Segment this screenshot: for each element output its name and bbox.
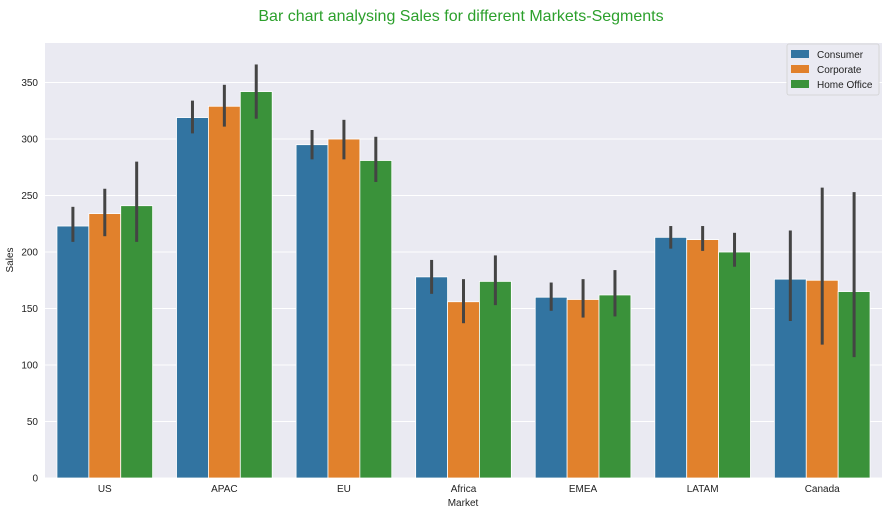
legend-swatch: [791, 80, 809, 88]
y-tick-label: 0: [32, 474, 38, 485]
y-tick-label: 250: [21, 191, 38, 202]
bar-home-office: [479, 281, 512, 479]
legend-swatch: [791, 50, 809, 58]
x-axis-label: Market: [448, 498, 479, 509]
bar-home-office: [239, 91, 273, 479]
y-tick-label: 300: [21, 135, 38, 146]
bars: [56, 91, 871, 479]
bar-home-office: [598, 294, 632, 479]
bar-home-office: [359, 160, 393, 479]
bar-home-office: [120, 205, 154, 479]
x-axis-ticks: US APAC EU Africa EMEA LATAM Canada: [98, 484, 840, 495]
y-tick-label: 150: [21, 304, 38, 315]
x-tick-label: US: [98, 484, 112, 495]
x-tick-label: LATAM: [687, 484, 719, 495]
bar-corporate: [88, 213, 122, 479]
bar-corporate: [327, 138, 361, 479]
bar-consumer: [415, 276, 448, 479]
legend-label: Corporate: [817, 65, 862, 76]
bar-consumer: [56, 225, 90, 479]
bar-consumer: [295, 144, 329, 479]
x-tick-label: EMEA: [569, 484, 598, 495]
y-axis-label: Sales: [5, 247, 16, 272]
chart-title: Bar chart analysing Sales for different …: [258, 8, 663, 25]
x-tick-label: Canada: [805, 484, 840, 495]
y-tick-label: 100: [21, 361, 38, 372]
x-tick-label: Africa: [451, 484, 477, 495]
legend-label: Consumer: [817, 50, 864, 61]
bar-corporate: [208, 105, 241, 479]
bar-consumer: [176, 117, 209, 479]
error-bars: [71, 64, 856, 358]
bar-consumer: [534, 296, 568, 479]
bar-consumer: [654, 236, 688, 479]
y-tick-label: 200: [21, 248, 38, 259]
bar-corporate: [686, 239, 719, 479]
legend-label: Home Office: [817, 80, 873, 91]
legend: Consumer Corporate Home Office: [786, 43, 880, 96]
y-tick-label: 50: [27, 417, 39, 428]
legend-box: [786, 43, 880, 96]
bar-corporate: [566, 299, 600, 479]
x-tick-label: EU: [337, 484, 351, 495]
y-tick-label: 350: [21, 78, 38, 89]
y-axis-ticks: 0 50 100 150 200 250 300 350: [21, 78, 38, 484]
bar-home-office: [718, 251, 751, 479]
bar-corporate: [447, 301, 480, 479]
legend-swatch: [791, 65, 809, 73]
x-tick-label: APAC: [211, 484, 238, 495]
